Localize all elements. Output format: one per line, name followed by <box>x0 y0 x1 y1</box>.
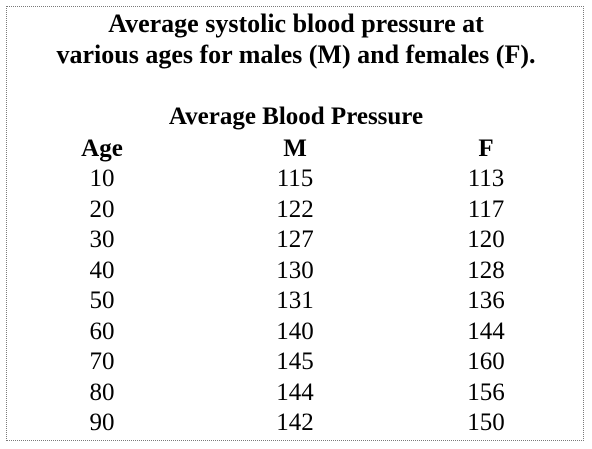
age-cell: 30 <box>89 226 115 253</box>
female-value-cell: 156 <box>467 378 505 406</box>
column-header-age: Age <box>81 135 123 162</box>
female-value-cell: 150 <box>467 409 505 436</box>
age-cell: 80 <box>89 378 115 406</box>
title-line-2: various ages for males (M) and females (… <box>56 40 536 69</box>
male-value-cell: 131 <box>276 287 314 314</box>
female-value-cell: 136 <box>467 287 505 314</box>
column-header-male: M <box>283 135 307 162</box>
female-value-cell: 120 <box>467 226 505 253</box>
age-cell: 50 <box>89 287 115 314</box>
female-value-cell: 128 <box>467 256 505 284</box>
male-value-cell: 145 <box>276 348 314 375</box>
column-header-female: F <box>478 135 494 162</box>
age-cell: 40 <box>89 256 115 284</box>
female-value-cell: 144 <box>467 317 505 345</box>
male-value-cell: 140 <box>276 317 314 345</box>
age-cell: 20 <box>89 195 115 223</box>
table-frame <box>6 6 584 441</box>
male-value-cell: 130 <box>276 256 314 284</box>
age-cell: 70 <box>89 348 115 375</box>
female-value-cell: 117 <box>467 195 505 223</box>
male-value-cell: 127 <box>276 226 314 253</box>
title-line-1: Average systolic blood pressure at <box>108 9 484 38</box>
table-title: Average Blood Pressure <box>168 103 424 130</box>
male-value-cell: 122 <box>276 195 314 223</box>
female-value-cell: 113 <box>467 165 505 192</box>
female-value-cell: 160 <box>467 348 505 375</box>
age-cell: 60 <box>89 317 115 345</box>
male-value-cell: 142 <box>276 409 314 436</box>
age-cell: 10 <box>89 165 115 192</box>
male-value-cell: 115 <box>276 165 314 192</box>
male-value-cell: 144 <box>276 378 314 406</box>
age-cell: 90 <box>89 409 115 436</box>
